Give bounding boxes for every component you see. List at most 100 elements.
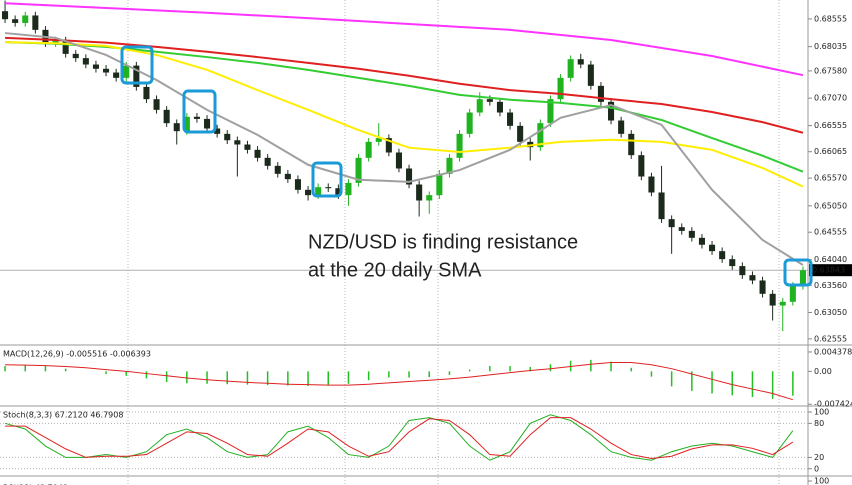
moving-average (4, 32, 804, 266)
y-tick-label: 0.64040 (814, 255, 847, 264)
candle-body (375, 138, 382, 142)
candle-body (537, 123, 544, 148)
candle-body (254, 149, 261, 158)
candle-body (2, 11, 9, 20)
candle-body (315, 187, 322, 196)
last-price-label: 0.63843 (812, 266, 845, 275)
candle-body (264, 157, 271, 166)
candle-body (244, 144, 251, 150)
candle-body (133, 65, 140, 87)
candle-body (769, 293, 776, 306)
candle-body (355, 157, 362, 183)
highlight-box (182, 89, 217, 134)
candle-body (799, 270, 806, 286)
candle-body (12, 19, 19, 23)
candle-body (709, 244, 716, 252)
y-tick-label: 0.65570 (814, 174, 847, 183)
candle-body (385, 138, 392, 153)
candle-body (587, 64, 594, 86)
candle-body (345, 182, 352, 196)
moving-average (5, 41, 804, 173)
y-tick-label: 0.68555 (814, 14, 847, 23)
candle-body (446, 157, 453, 174)
y-tick-label: 20 (814, 453, 824, 462)
candle-body (547, 99, 554, 124)
candle-body (153, 99, 160, 110)
candle-body (668, 219, 675, 228)
highlight-box (783, 258, 813, 287)
candle-body (759, 280, 766, 294)
candle-body (62, 40, 69, 54)
candle-body (193, 116, 200, 119)
candle-body (517, 125, 524, 142)
y-tick-label: 100 (814, 407, 829, 416)
candle-body (406, 168, 413, 185)
annotation: NZD/USD is finding resistance (308, 231, 578, 253)
candle-body (22, 15, 29, 23)
candle-body (638, 155, 645, 177)
y-tick-label: 0.004378 (814, 347, 852, 356)
highlight-box (311, 161, 343, 198)
candle-body (72, 53, 79, 59)
candle-body (496, 101, 503, 113)
candle-body (305, 189, 312, 196)
candle-body (698, 237, 705, 245)
candle-body (567, 59, 574, 78)
candle-body (688, 230, 695, 238)
candle-body (658, 192, 665, 220)
y-tick-label: 0.62555 (814, 334, 847, 343)
moving-average (5, 2, 804, 77)
candle-body (284, 173, 291, 180)
last-price-box (809, 264, 852, 277)
candle-body (82, 58, 89, 65)
candle-body (113, 72, 120, 78)
panel-title: RSI(13) 43.7942 (3, 484, 68, 485)
highlight-box (120, 45, 154, 85)
candle-body (103, 68, 110, 73)
y-tick-label: -0.007424 (814, 400, 852, 409)
candle-body (628, 133, 635, 156)
candle-body (739, 266, 746, 276)
candle-body (436, 173, 443, 196)
candle-body (274, 165, 281, 174)
candle-body (577, 59, 584, 65)
candle-body (456, 133, 463, 158)
candle-body (426, 195, 433, 201)
candle-body (557, 77, 564, 100)
y-tick-label: 0.67580 (814, 66, 847, 75)
candle-body (365, 141, 372, 158)
candle-body (476, 99, 483, 113)
candle-body (214, 128, 221, 134)
candle-body (618, 120, 625, 134)
candle-body (294, 179, 301, 190)
candle-body (648, 176, 655, 193)
y-tick-label: 0.64555 (814, 228, 847, 237)
candle-body (749, 275, 756, 281)
candle-body (325, 187, 332, 189)
y-tick-label: 0.00 (814, 367, 832, 376)
candle-body (678, 227, 685, 231)
y-tick-label: 0.63560 (814, 281, 847, 290)
candle-body (204, 118, 211, 129)
stochastic-line (4, 414, 794, 461)
candle-body (507, 112, 514, 126)
candle-body (183, 116, 190, 132)
candle-body (597, 85, 604, 102)
y-tick-label: 80 (814, 419, 824, 428)
stochastic-line (5, 417, 794, 460)
candle-body (416, 184, 423, 201)
candle-body (719, 251, 726, 260)
panel-title: Stoch(8,3,3) 67.2120 46.7908 (3, 411, 123, 420)
y-tick-label: 0 (814, 464, 819, 473)
candle-body (486, 99, 493, 102)
y-tick-label: 0.63050 (814, 308, 847, 317)
candle-body (32, 15, 39, 30)
candle-body (729, 259, 736, 267)
candle-body (335, 188, 342, 196)
macd-signal-line (5, 362, 793, 401)
y-tick-label: 0.66555 (814, 121, 847, 130)
y-tick-label: 0.65050 (814, 201, 847, 210)
annotation: at the 20 daily SMA (308, 259, 482, 281)
